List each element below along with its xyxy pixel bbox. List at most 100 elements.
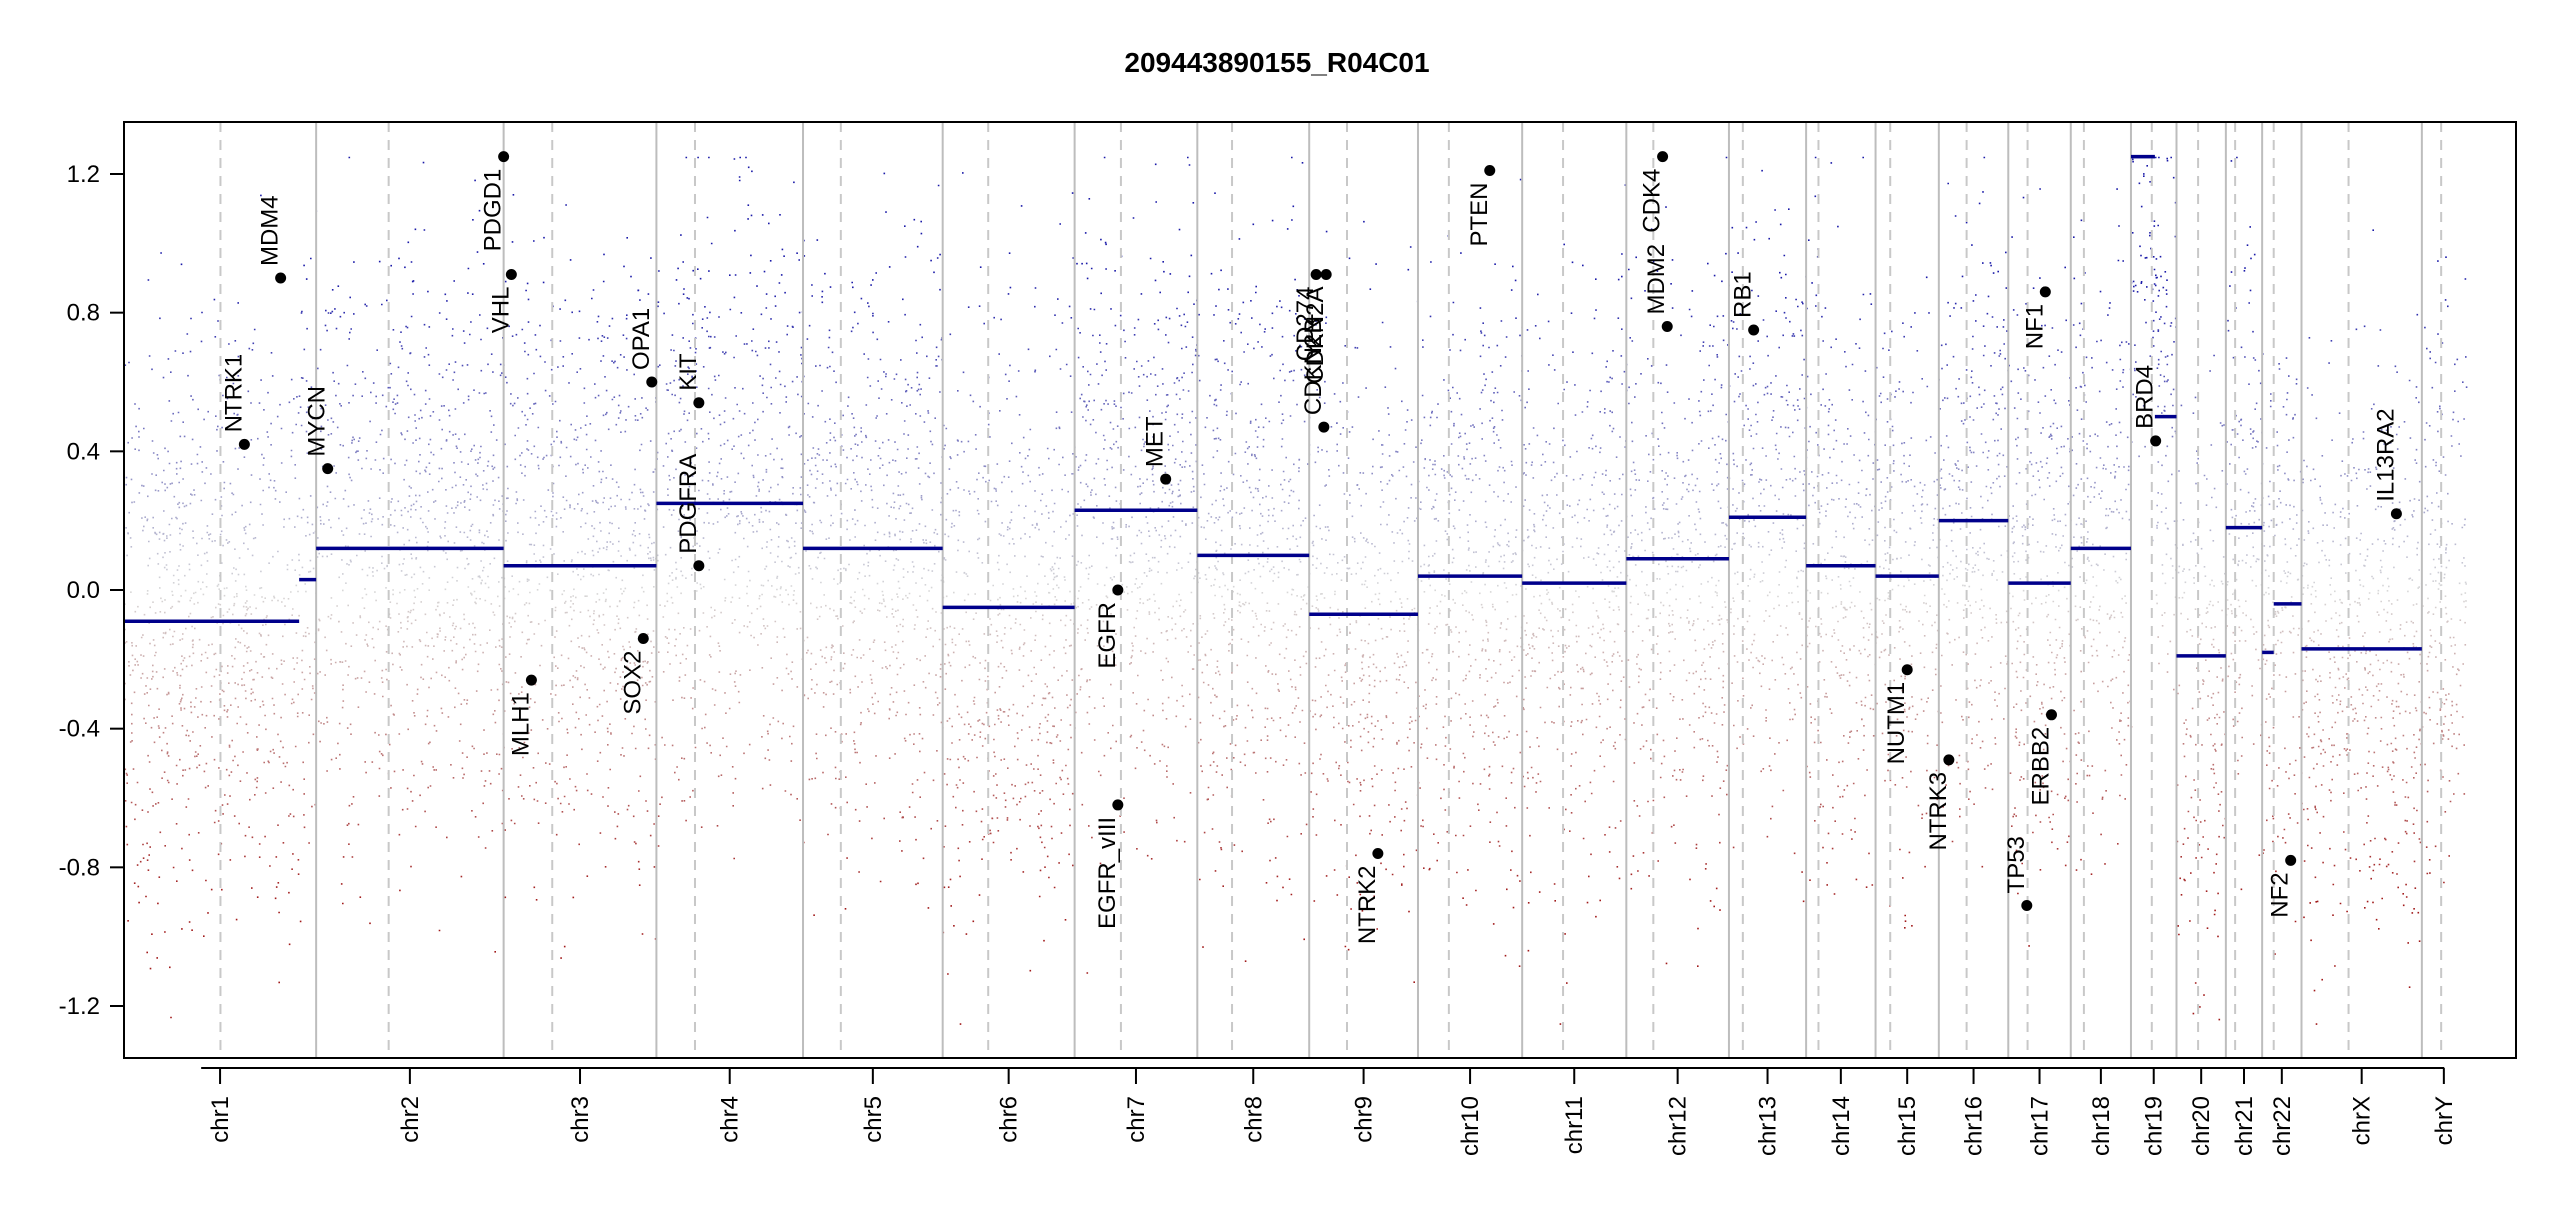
probe-point-group	[370, 390, 2101, 394]
probe-point-group	[164, 632, 2322, 636]
probe-point-group	[146, 518, 2434, 522]
probe-point-group	[149, 787, 2331, 791]
gene-label: PDGFRA	[675, 454, 702, 554]
probe-point-group	[179, 758, 2297, 762]
probe-point-group	[130, 700, 2443, 705]
probe-point-group	[185, 503, 2359, 507]
probe-point-group	[260, 379, 2411, 383]
probe-point-group	[591, 297, 1787, 301]
probe-point-group	[474, 626, 948, 629]
gene-label: ERBB2	[2027, 727, 2054, 806]
gene-annotations: NTRK1 MDM4 MYCN PDGD1 VHL MLH1 SOX2 OPA1 KIT PDGF…	[220, 151, 2402, 944]
probe-point-group	[136, 863, 2390, 867]
probe-point-group	[301, 310, 2157, 314]
probe-point-group	[267, 391, 2289, 394]
probe-point-group	[334, 307, 2111, 310]
probe-point-group	[303, 814, 305, 816]
x-tick-label: chr3	[567, 1096, 594, 1143]
probe-point-group	[176, 783, 2323, 786]
probe-point-group	[188, 615, 2124, 619]
probe-point-group	[151, 472, 2346, 476]
probe-point-group	[811, 294, 2160, 297]
probe-point-group	[174, 349, 2163, 353]
probe-point-group	[200, 340, 2333, 343]
gene-point	[2390, 508, 2402, 520]
gene-point	[1943, 754, 1955, 766]
x-tick-label: chr5	[860, 1096, 887, 1143]
probe-point-group	[141, 516, 2466, 521]
probe-point-group	[157, 723, 2396, 727]
probe-point-group	[221, 513, 2414, 517]
probe-point-group	[138, 430, 2365, 433]
probe-point-group	[157, 457, 2435, 461]
gene-label: NF1	[2021, 304, 2048, 349]
probe-point-group	[335, 757, 1860, 760]
probe-point-group	[176, 880, 1521, 883]
probe-point-group	[158, 727, 2421, 731]
probe-point-group	[140, 676, 2350, 680]
gene-label: NTRK2	[1354, 865, 1381, 944]
probe-point-group	[158, 735, 2310, 739]
probe-point-group	[263, 617, 2453, 621]
probe-point-group	[134, 663, 2465, 667]
probe-point-group	[339, 315, 2162, 319]
probe-point-group	[229, 794, 2121, 798]
y-tick-label: 0.8	[67, 300, 100, 327]
probe-point-group	[616, 825, 947, 828]
probe-point-group	[246, 646, 2421, 650]
gene-label: EGFR_vIII	[1094, 817, 1121, 929]
probe-point-group	[308, 842, 2400, 844]
probe-point-group	[400, 344, 2155, 348]
probe-point-group	[130, 590, 2467, 595]
probe-point-group	[182, 768, 2442, 772]
probe-point-group	[211, 512, 2399, 516]
probe-point-group	[251, 347, 1974, 351]
probe-point-group	[2366, 689, 2369, 691]
probe-point-group	[282, 840, 2422, 844]
probe-point-group	[143, 692, 2450, 696]
y-tick-label: -0.8	[59, 854, 100, 881]
probe-point-group	[223, 487, 2368, 491]
probe-point-group	[506, 615, 1182, 618]
probe-point-group	[148, 354, 2215, 358]
probe-point-group	[210, 888, 2243, 892]
probe-point-group	[148, 622, 2415, 626]
probe-point-group	[1177, 495, 2429, 498]
probe-point-group	[134, 658, 2447, 662]
gene-point	[2150, 435, 2162, 447]
probe-point-group	[535, 899, 538, 901]
probe-point-group	[147, 811, 2447, 814]
x-tick-label: chr20	[2188, 1096, 2215, 1156]
gene-point	[693, 397, 705, 409]
probe-point-group	[199, 743, 2465, 747]
probe-point-group	[756, 284, 2231, 287]
probe-point-group	[1091, 836, 2284, 839]
x-tick-label: chr9	[1351, 1096, 1378, 1143]
probe-point-group	[201, 311, 1989, 315]
x-tick-label: chr19	[2141, 1096, 2168, 1156]
probe-point-group	[397, 365, 2159, 369]
probe-point-group	[460, 502, 1665, 504]
x-tick-label: chr18	[2088, 1096, 2115, 1156]
probe-point-group	[199, 444, 2453, 448]
x-tick-label: chr1	[207, 1096, 234, 1143]
probe-point-group	[517, 785, 2367, 788]
probe-point-group	[126, 843, 2309, 847]
probe-point-group	[158, 707, 2442, 711]
probe-point-group	[206, 572, 2446, 576]
probe-point-group	[149, 845, 2437, 849]
probe-point-group	[301, 712, 2411, 714]
gene-label: VHL	[487, 287, 514, 334]
probe-point-group	[233, 604, 2424, 608]
probe-point-group	[219, 378, 1940, 381]
probe-point-group	[146, 589, 2409, 593]
gene-label: CDKN2B	[1300, 318, 1327, 415]
gene-label: MYCN	[304, 386, 331, 457]
probe-point-group	[915, 339, 2102, 342]
probe-point-group	[203, 418, 2454, 422]
probe-point-group	[247, 389, 2456, 393]
probe-point-group	[231, 654, 2094, 657]
probe-point-group	[170, 420, 2459, 424]
gene-label: NF2	[2267, 872, 2294, 917]
probe-point-group	[995, 797, 2066, 800]
